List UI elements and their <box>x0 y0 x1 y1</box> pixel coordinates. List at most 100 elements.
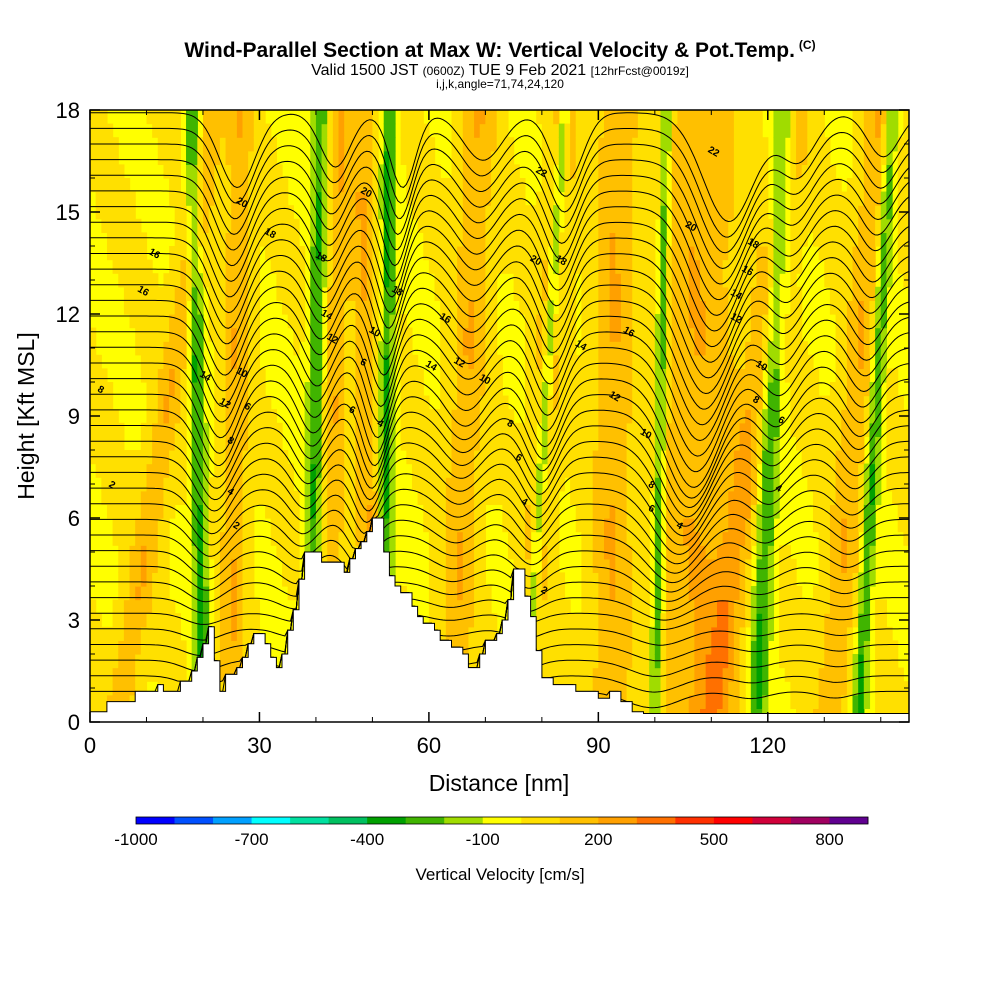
field-cell <box>186 150 193 165</box>
field-cell <box>191 205 198 220</box>
field-cell <box>626 178 633 193</box>
field-cell <box>434 259 441 274</box>
field-cell <box>592 572 599 587</box>
field-cell <box>496 246 503 261</box>
field-cell <box>253 450 261 465</box>
field-cell <box>231 259 238 274</box>
field-cell <box>225 477 232 492</box>
field-cell <box>163 463 170 478</box>
field-cell <box>733 450 741 465</box>
field-cell <box>745 395 752 410</box>
field-cell <box>598 354 605 369</box>
field-cell <box>694 694 701 709</box>
field-cell <box>558 314 566 329</box>
field-cell <box>462 450 470 465</box>
field-cell <box>671 681 679 696</box>
field-cell <box>236 545 244 560</box>
field-cell <box>733 150 741 165</box>
field-cell <box>191 286 198 301</box>
field-cell <box>541 599 549 614</box>
field-cell <box>248 504 255 519</box>
field-cell <box>858 586 865 601</box>
field-cell <box>496 463 503 478</box>
field-cell <box>767 490 775 505</box>
field-cell <box>643 681 650 696</box>
field-cell <box>282 450 289 465</box>
field-cell <box>632 218 639 233</box>
field-cell <box>462 354 470 369</box>
field-cell <box>236 314 244 329</box>
field-cell <box>666 354 673 369</box>
field-cell <box>739 382 746 397</box>
field-cell <box>553 504 560 519</box>
field-cell <box>592 599 599 614</box>
field-cell <box>677 422 684 437</box>
field-cell <box>361 422 368 437</box>
field-cell <box>626 422 633 437</box>
field-cell <box>558 286 566 301</box>
field-cell <box>829 626 837 641</box>
field-cell <box>474 518 481 533</box>
field-cell <box>841 422 848 437</box>
field-cell <box>626 640 633 655</box>
field-cell <box>169 504 176 519</box>
field-cell <box>163 599 170 614</box>
field-cell <box>541 436 549 451</box>
field-cell <box>722 259 729 274</box>
field-cell <box>575 667 582 682</box>
field-cell <box>852 681 859 696</box>
field-cell <box>705 368 712 383</box>
field-cell <box>807 218 814 233</box>
field-cell <box>174 191 181 206</box>
field-cell <box>118 504 125 519</box>
field-cell <box>304 518 311 533</box>
field-cell <box>242 164 249 179</box>
field-cell <box>581 558 588 573</box>
field-cell <box>587 191 594 206</box>
field-cell <box>259 382 266 397</box>
field-cell <box>242 246 249 261</box>
field-cell <box>129 504 136 519</box>
field-cell <box>767 436 775 451</box>
field-cell <box>575 259 582 274</box>
field-cell <box>620 436 628 451</box>
field-cell <box>688 354 695 369</box>
field-cell <box>123 504 131 519</box>
field-cell <box>841 409 848 424</box>
field-cell <box>700 504 707 519</box>
field-cell <box>818 137 825 152</box>
field-cell <box>502 395 509 410</box>
field-cell <box>462 504 470 519</box>
field-cell <box>858 613 865 628</box>
field-cell <box>440 300 447 315</box>
field-cell <box>824 422 831 437</box>
field-cell <box>129 640 136 655</box>
field-cell <box>253 422 261 437</box>
field-cell <box>197 137 204 152</box>
field-cell <box>174 110 181 125</box>
field-cell <box>649 395 656 410</box>
field-cell <box>592 368 599 383</box>
field-cell <box>90 327 97 342</box>
field-cell <box>479 232 486 247</box>
field-cell <box>711 354 718 369</box>
field-cell <box>666 259 673 274</box>
field-cell <box>400 314 407 329</box>
field-cell <box>152 586 159 601</box>
field-cell <box>609 314 616 329</box>
field-cell <box>236 137 244 152</box>
field-cell <box>140 654 148 669</box>
field-cell <box>468 368 475 383</box>
field-cell <box>632 205 639 220</box>
field-cell <box>745 558 752 573</box>
field-cell <box>361 395 368 410</box>
field-cell <box>191 436 198 451</box>
field-cell <box>468 558 475 573</box>
field-cell <box>852 654 859 669</box>
field-cell <box>688 572 695 587</box>
field-cell <box>666 327 673 342</box>
field-cell <box>835 286 842 301</box>
field-cell <box>355 450 362 465</box>
field-cell <box>236 599 244 614</box>
field-cell <box>756 110 763 125</box>
